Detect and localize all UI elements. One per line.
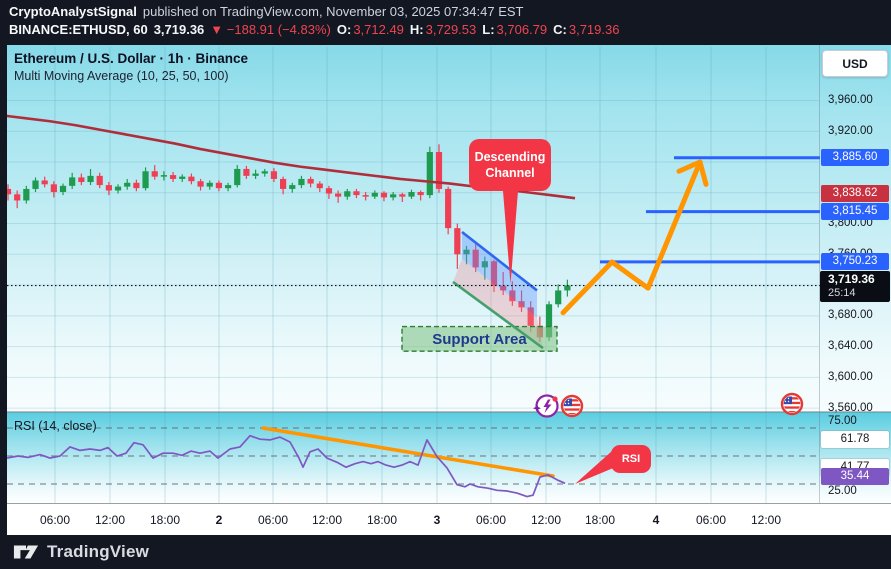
symbol-ohlc-row: BINANCE:ETHUSD, 60 3,719.36 ▼ −188.91 (−… <box>9 22 619 37</box>
last-price: 3,719.36 <box>153 22 205 37</box>
time-axis-background <box>0 503 891 535</box>
symbol-title: Ethereum / U.S. Dollar · 1h · Binance <box>14 51 249 66</box>
left-frame-border <box>0 45 7 535</box>
time-axis[interactable]: 06:00 12:00 18:00 2 06:00 12:00 18:00 3 06:00 12:… <box>0 503 819 535</box>
bar-countdown: 25:14 <box>828 286 856 299</box>
rsi-axis-label: 75.00 <box>828 414 857 427</box>
price-axis-label: 3,560.00 <box>828 401 873 414</box>
price-axis-label: 3,600.00 <box>828 370 873 383</box>
tradingview-wordmark[interactable]: TradingView <box>47 542 150 561</box>
rsi-callout[interactable]: RSI <box>611 445 651 473</box>
time-axis-label: 12:00 <box>750 513 782 527</box>
descending-channel-callout[interactable]: Descending Channel <box>469 139 551 191</box>
tradingview-logo-icon[interactable] <box>13 542 39 562</box>
chart-area: Ethereum / U.S. Dollar · 1h · Binance Mu… <box>0 45 891 535</box>
high-label: H: <box>409 22 424 37</box>
low-value: 3,706.79 <box>496 22 548 37</box>
rsi-axis-badge[interactable]: 35.44 <box>821 467 889 485</box>
time-axis-label: 18:00 <box>584 513 616 527</box>
price-axis-badge[interactable]: 3,838.62 <box>821 185 889 203</box>
indicator-title[interactable]: Multi Moving Average (10, 25, 50, 100) <box>14 69 229 83</box>
byline-text: published on TradingView.com, November 0… <box>142 4 524 19</box>
sparkle-icon <box>533 404 541 413</box>
price-axis-label: 3,640.00 <box>828 340 873 353</box>
support-area-label[interactable]: Support Area <box>432 330 527 348</box>
price-axis-badge[interactable]: 3,815.45 <box>821 203 889 221</box>
price-axis-label: 3,680.00 <box>828 309 873 322</box>
time-axis-label: 2 <box>215 513 223 527</box>
last-price-value: 3,719.36 <box>828 271 875 286</box>
time-axis-label: 06:00 <box>257 513 289 527</box>
open-label: O: <box>336 22 352 37</box>
us-flag-event-icon[interactable] <box>779 391 805 417</box>
lightning-icon <box>543 399 552 413</box>
price-pane-background <box>0 45 891 412</box>
rsi-axis-label: 25.00 <box>828 484 857 497</box>
byline: CryptoAnalystSignal published on Trading… <box>9 4 523 19</box>
currency-toggle-button[interactable]: USD <box>822 50 888 77</box>
price-axis-label: 3,800.00 <box>828 217 873 230</box>
price-axis[interactable]: 3,960.00 3,920.00 3,885.60 3,838.62 3,815.45… <box>820 45 891 503</box>
time-axis-label: 12:00 <box>94 513 126 527</box>
footer-bar: TradingView <box>0 535 891 569</box>
last-price-badge[interactable]: 3,719.36 25:14 <box>820 270 890 302</box>
high-value: 3,729.53 <box>425 22 477 37</box>
us-flag-event-icon[interactable] <box>559 393 585 419</box>
symbol-name: BINANCE:ETHUSD, 60 <box>9 22 148 37</box>
time-axis-label: 3 <box>433 513 441 527</box>
rsi-pane-background <box>0 412 891 503</box>
time-axis-label: 12:00 <box>311 513 343 527</box>
price-axis-badge[interactable]: 3,750.23 <box>821 253 889 271</box>
time-axis-label: 12:00 <box>530 513 562 527</box>
open-value: 3,712.49 <box>353 22 404 37</box>
time-axis-label: 06:00 <box>39 513 71 527</box>
time-axis-label: 06:00 <box>475 513 507 527</box>
top-info-bar: CryptoAnalystSignal published on Trading… <box>0 0 891 45</box>
rsi-indicator-label[interactable]: RSI (14, close) <box>14 419 97 433</box>
rsi-axis-badge[interactable]: 61.78 <box>821 431 889 448</box>
event-alert-dot <box>552 396 558 402</box>
price-axis-label: 3,960.00 <box>828 94 873 106</box>
price-change: ▼ −188.91 (−4.83%) <box>210 22 331 37</box>
close-label: C: <box>553 22 567 37</box>
price-axis-label: 3,920.00 <box>828 124 873 137</box>
time-axis-label: 06:00 <box>695 513 727 527</box>
author-name: CryptoAnalystSignal <box>9 4 137 19</box>
time-axis-label: 4 <box>652 513 660 527</box>
low-label: L: <box>482 22 495 37</box>
close-value: 3,719.36 <box>568 22 620 37</box>
price-axis-badge[interactable]: 3,885.60 <box>821 149 889 167</box>
time-axis-label: 18:00 <box>149 513 181 527</box>
time-axis-label: 18:00 <box>366 513 398 527</box>
chart-title-block: Ethereum / U.S. Dollar · 1h · Binance Mu… <box>14 51 248 83</box>
crypto-event-icon[interactable] <box>533 392 560 419</box>
